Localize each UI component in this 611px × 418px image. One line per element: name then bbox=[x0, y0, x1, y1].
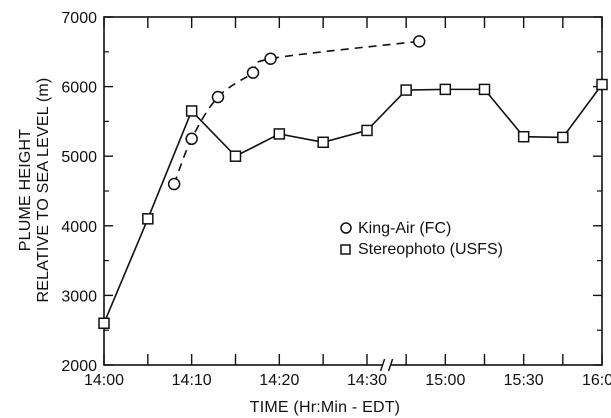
data-point-stereophoto bbox=[400, 84, 412, 96]
data-point-stereophoto bbox=[361, 124, 373, 137]
x-tick-label: 14:30 bbox=[347, 372, 387, 389]
data-point-stereophoto bbox=[142, 213, 154, 225]
x-axis-title: TIME (Hr:Min - EDT) bbox=[250, 399, 400, 416]
y-axis-title-line-2: RELATIVE TO SEA LEVEL (m) bbox=[35, 78, 52, 303]
x-tick-label: 16:00 bbox=[582, 372, 611, 389]
y-tick-label: 2000 bbox=[61, 358, 97, 375]
y-axis-title-line-1: PLUME HEIGHT bbox=[17, 129, 34, 251]
labels-layer: TIME (Hr:Min - EDT) PLUME HEIGHT RELATIV… bbox=[17, 78, 400, 416]
y-axis-title-group: PLUME HEIGHT RELATIVE TO SEA LEVEL (m) bbox=[17, 78, 52, 303]
y-tick-label: 7000 bbox=[61, 10, 97, 27]
data-point-king-air bbox=[246, 66, 260, 79]
y-tick-label: 5000 bbox=[61, 149, 97, 166]
plot-frame bbox=[103, 16, 603, 366]
data-point-king-air bbox=[264, 52, 277, 66]
legend-marker-king-air bbox=[340, 222, 352, 234]
axis-break-mark bbox=[379, 358, 386, 372]
axis-break-mark bbox=[387, 358, 394, 372]
x-tick-label: 14:00 bbox=[84, 372, 124, 389]
x-tick-label: 14:20 bbox=[259, 372, 299, 389]
x-tick-label: 14:10 bbox=[172, 372, 212, 389]
legend: King-Air (FC) Stereophoto (USFS) bbox=[340, 220, 503, 258]
data-point-stereophoto bbox=[317, 136, 329, 149]
axis-break-gap bbox=[382, 359, 391, 371]
data-point-stereophoto bbox=[185, 105, 198, 117]
data-point-stereophoto bbox=[98, 317, 110, 329]
data-point-stereophoto bbox=[229, 150, 242, 162]
data-point-stereophoto bbox=[273, 128, 286, 140]
data-point-king-air bbox=[185, 132, 198, 146]
data-point-king-air bbox=[167, 177, 181, 191]
axes-layer: 2000 3000 4000 5000 6000 7000 14:00 14:10 14:20 1… bbox=[61, 10, 611, 389]
legend-label-stereophoto: Stereophoto (USFS) bbox=[358, 241, 503, 258]
data-point-king-air bbox=[412, 35, 426, 48]
series-line-king-air bbox=[173, 40, 420, 185]
y-tick-label: 4000 bbox=[61, 219, 97, 236]
series-layer bbox=[98, 35, 608, 329]
legend-marker-stereophoto bbox=[340, 244, 351, 255]
data-point-stereophoto bbox=[596, 78, 608, 91]
data-point-king-air bbox=[211, 90, 225, 104]
x-tick-label: 15:00 bbox=[425, 372, 465, 389]
data-point-stereophoto bbox=[478, 83, 491, 96]
y-tick-label: 6000 bbox=[61, 80, 97, 97]
series-line-stereophoto bbox=[103, 84, 603, 324]
legend-label-king-air: King-Air (FC) bbox=[358, 220, 451, 237]
data-point-stereophoto bbox=[439, 83, 452, 96]
x-tick-label: 15:30 bbox=[504, 372, 544, 389]
y-tick-label: 3000 bbox=[61, 288, 97, 305]
data-point-stereophoto bbox=[557, 131, 569, 144]
data-point-stereophoto bbox=[517, 130, 530, 143]
